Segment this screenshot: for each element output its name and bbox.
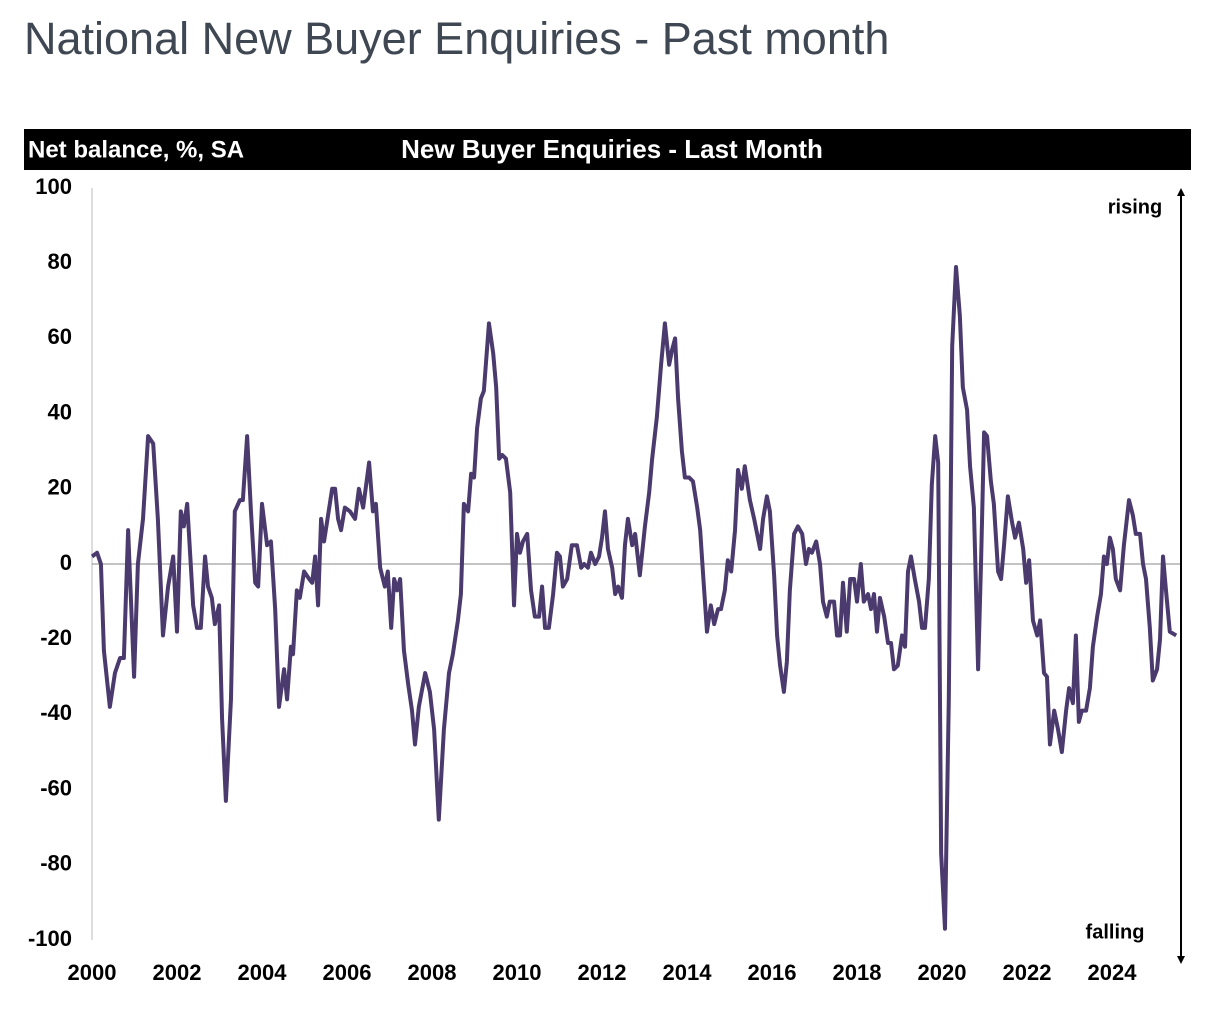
y-tick-label: 60 <box>48 324 72 349</box>
y-tick-label: 20 <box>48 475 72 500</box>
y-tick-label: 80 <box>48 249 72 274</box>
chart-title: New Buyer Enquiries - Last Month <box>401 134 823 164</box>
x-tick-label: 2014 <box>663 960 713 985</box>
y-tick-label: 100 <box>35 174 72 199</box>
page-title: National New Buyer Enquiries - Past mont… <box>24 13 889 64</box>
y-tick-label: -80 <box>40 851 72 876</box>
x-tick-label: 2020 <box>918 960 967 985</box>
y-tick-label: -100 <box>28 926 72 951</box>
x-tick-label: 2006 <box>323 960 372 985</box>
y-tick-label: 40 <box>48 399 72 424</box>
y-tick-label: -60 <box>40 775 72 800</box>
y-tick-label: -40 <box>40 700 72 725</box>
annotation: rising <box>1108 196 1162 218</box>
x-tick-label: 2018 <box>833 960 882 985</box>
title-bar <box>24 129 1191 170</box>
y-tick-label: -20 <box>40 625 72 650</box>
x-tick-label: 2010 <box>493 960 542 985</box>
data-line <box>90 264 1178 931</box>
x-tick-label: 2002 <box>153 960 202 985</box>
x-tick-label: 2000 <box>68 960 117 985</box>
x-tick-label: 2004 <box>238 960 288 985</box>
y-axis-label: Net balance, %, SA <box>28 136 244 163</box>
x-tick-label: 2024 <box>1088 960 1138 985</box>
x-tick-label: 2022 <box>1003 960 1052 985</box>
x-tick-label: 2016 <box>748 960 797 985</box>
annotation: falling <box>1086 921 1145 943</box>
x-tick-label: 2008 <box>408 960 457 985</box>
y-tick-label: 0 <box>60 550 72 575</box>
x-tick-label: 2012 <box>578 960 627 985</box>
